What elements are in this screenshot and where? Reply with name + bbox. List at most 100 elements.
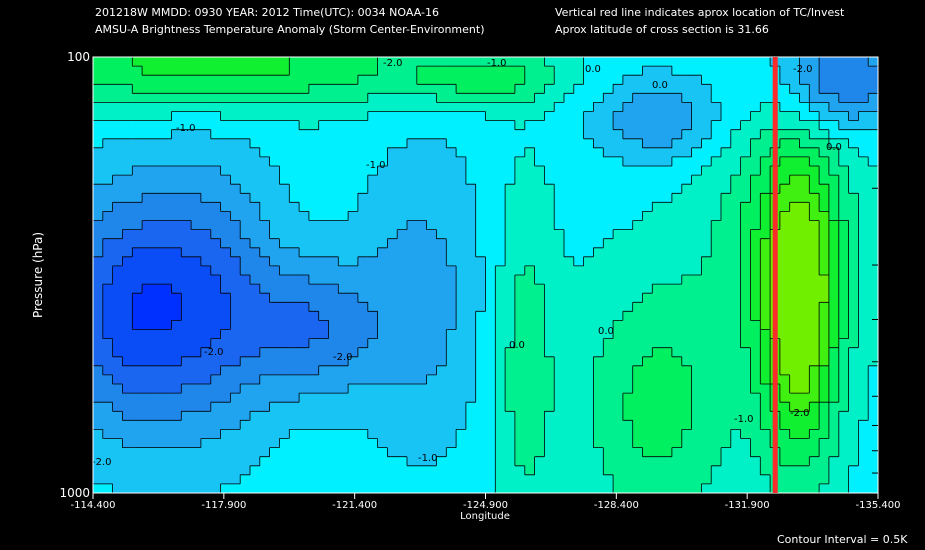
field-cell bbox=[505, 329, 516, 340]
field-cell bbox=[848, 411, 859, 421]
field-cell bbox=[259, 220, 271, 231]
field-cell bbox=[760, 429, 771, 440]
field-cell bbox=[544, 465, 555, 476]
field-cell bbox=[495, 393, 506, 403]
field-cell bbox=[573, 420, 585, 431]
field-cell bbox=[760, 438, 771, 449]
field-cell bbox=[377, 338, 388, 349]
field-cell bbox=[161, 66, 173, 76]
field-cell bbox=[671, 320, 683, 331]
field-cell bbox=[465, 247, 477, 258]
field-cell bbox=[171, 302, 182, 312]
field-cell bbox=[809, 402, 820, 412]
field-cell bbox=[750, 193, 761, 203]
field-cell bbox=[132, 329, 143, 340]
field-cell bbox=[632, 402, 644, 412]
field-cell bbox=[250, 402, 261, 412]
field-cell bbox=[456, 138, 467, 149]
field-cell bbox=[779, 347, 791, 358]
field-cell bbox=[142, 393, 153, 403]
field-cell bbox=[691, 193, 702, 203]
field-cell bbox=[848, 356, 859, 367]
field-cell bbox=[819, 411, 830, 421]
field-cell bbox=[279, 438, 290, 449]
field-cell bbox=[858, 320, 869, 331]
field-cell bbox=[200, 393, 212, 403]
field-cell bbox=[721, 220, 732, 231]
field-cell bbox=[102, 347, 114, 358]
field-cell bbox=[367, 429, 379, 440]
field-cell bbox=[799, 147, 810, 158]
x-axis-label: Longitude bbox=[460, 511, 510, 522]
x-tick-label: -131.900 bbox=[725, 500, 770, 511]
field-cell bbox=[475, 84, 487, 94]
field-cell bbox=[779, 211, 791, 222]
field-cell bbox=[583, 447, 595, 458]
field-cell bbox=[181, 211, 192, 222]
field-cell bbox=[250, 156, 261, 167]
field-cell bbox=[387, 147, 398, 158]
field-cell bbox=[642, 66, 653, 76]
field-cell bbox=[269, 356, 281, 367]
field-cell bbox=[171, 393, 182, 403]
field-cell bbox=[436, 129, 447, 140]
field-cell bbox=[740, 393, 752, 403]
field-cell bbox=[465, 147, 477, 158]
field-cell bbox=[662, 293, 673, 303]
field-cell bbox=[338, 256, 349, 267]
field-cell bbox=[279, 393, 290, 403]
field-cell bbox=[485, 393, 496, 403]
field-cell bbox=[456, 57, 467, 67]
field-cell bbox=[583, 75, 595, 85]
field-cell bbox=[348, 356, 359, 367]
field-cell bbox=[230, 211, 241, 222]
field-cell bbox=[142, 256, 153, 267]
field-cell bbox=[210, 293, 222, 303]
field-cell bbox=[328, 120, 339, 131]
field-cell bbox=[622, 166, 634, 176]
field-cell bbox=[387, 238, 398, 249]
field-cell bbox=[750, 275, 761, 285]
field-cell bbox=[299, 75, 310, 85]
field-cell bbox=[269, 175, 281, 185]
field-cell bbox=[514, 456, 526, 467]
field-cell bbox=[446, 474, 457, 485]
field-cell bbox=[603, 147, 614, 158]
field-cell bbox=[171, 66, 182, 76]
field-cell bbox=[426, 320, 438, 331]
field-cell bbox=[583, 429, 595, 440]
field-cell bbox=[299, 147, 310, 158]
field-cell bbox=[711, 284, 722, 294]
field-cell bbox=[142, 211, 153, 222]
field-cell bbox=[112, 102, 124, 113]
field-cell bbox=[485, 175, 496, 185]
field-cell bbox=[603, 302, 614, 312]
field-cell bbox=[593, 329, 604, 340]
field-cell bbox=[691, 129, 702, 140]
field-cell bbox=[122, 184, 133, 194]
field-cell bbox=[210, 265, 222, 276]
field-cell bbox=[505, 411, 516, 421]
field-cell bbox=[465, 184, 477, 194]
field-cell bbox=[789, 329, 801, 340]
field-cell bbox=[622, 474, 634, 485]
field-cell bbox=[750, 356, 761, 367]
field-cell bbox=[436, 247, 447, 258]
field-cell bbox=[122, 102, 133, 113]
field-cell bbox=[564, 111, 575, 122]
field-cell bbox=[102, 147, 114, 158]
field-cell bbox=[151, 465, 163, 476]
field-cell bbox=[181, 229, 192, 240]
field-cell bbox=[603, 275, 614, 285]
field-cell bbox=[279, 320, 290, 331]
field-cell bbox=[740, 220, 752, 231]
field-cell bbox=[809, 75, 820, 85]
field-cell bbox=[328, 402, 339, 412]
field-cell bbox=[671, 120, 683, 131]
field-cell bbox=[230, 75, 241, 85]
field-cell bbox=[456, 384, 467, 394]
field-cell bbox=[662, 356, 673, 367]
contour-label: 0.0 bbox=[826, 142, 842, 153]
field-cell bbox=[132, 120, 143, 131]
field-cell bbox=[652, 184, 663, 194]
